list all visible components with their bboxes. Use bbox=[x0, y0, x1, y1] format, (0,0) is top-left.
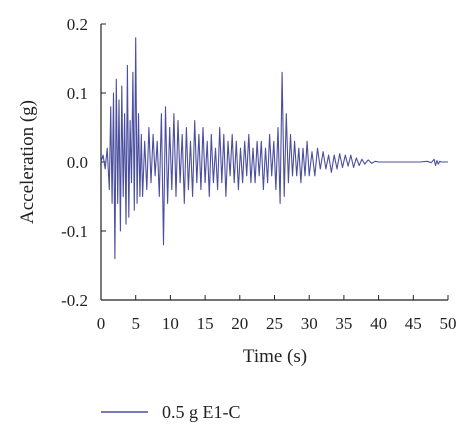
x-tick-label: 10 bbox=[162, 314, 179, 333]
x-tick-label: 15 bbox=[197, 314, 214, 333]
y-tick-label: -0.1 bbox=[61, 222, 88, 241]
x-tick-label: 25 bbox=[266, 314, 283, 333]
x-axis-title: Time (s) bbox=[243, 346, 307, 367]
x-ticks: 0 5 10 15 20 25 30 35 40 45 50 bbox=[97, 295, 457, 333]
x-tick-label: 30 bbox=[301, 314, 318, 333]
legend: 0.5 g E1-C bbox=[101, 402, 241, 422]
x-tick-label: 5 bbox=[131, 314, 140, 333]
plot-area: 0.2 0.1 0.0 -0.1 -0.2 0 5 10 15 20 25 30 35 40 45 50 bbox=[61, 15, 456, 333]
series-line bbox=[100, 37, 448, 260]
x-tick-label: 0 bbox=[97, 314, 106, 333]
x-tick-label: 45 bbox=[405, 314, 422, 333]
legend-label: 0.5 g E1-C bbox=[162, 402, 241, 422]
x-tick-label: 50 bbox=[440, 314, 457, 333]
y-tick-label: 0.0 bbox=[67, 153, 88, 172]
y-ticks: 0.2 0.1 0.0 -0.1 -0.2 bbox=[61, 15, 106, 310]
y-axis-title: Acceleration (g) bbox=[17, 100, 38, 224]
y-tick-label: 0.2 bbox=[67, 15, 88, 34]
x-tick-label: 35 bbox=[335, 314, 352, 333]
x-tick-label: 20 bbox=[231, 314, 248, 333]
x-tick-label: 40 bbox=[370, 314, 387, 333]
y-tick-label: -0.2 bbox=[61, 291, 88, 310]
y-tick-label: 0.1 bbox=[67, 84, 88, 103]
